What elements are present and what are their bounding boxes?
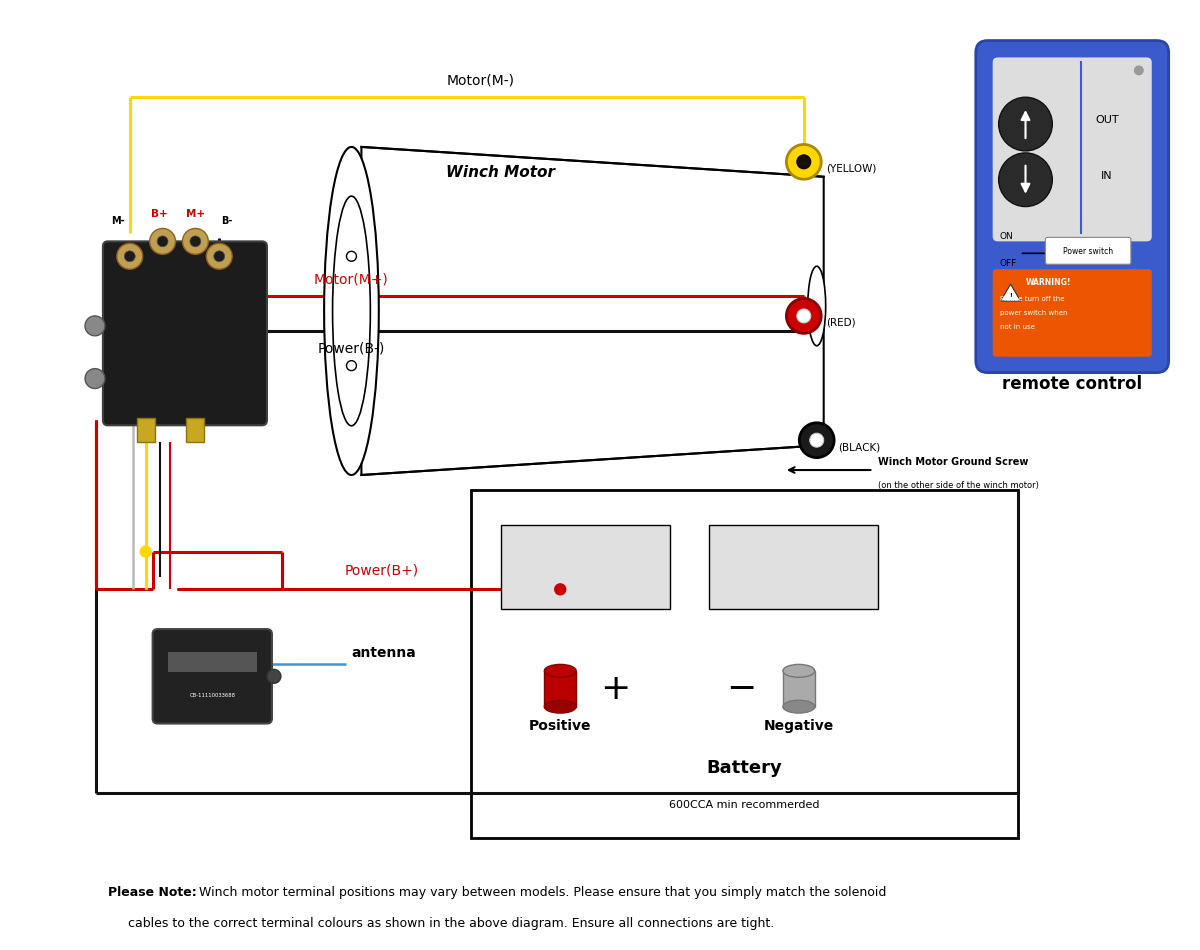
Circle shape (85, 316, 104, 335)
Polygon shape (361, 147, 823, 475)
Text: cables to the correct terminal colours as shown in the above diagram. Ensure all: cables to the correct terminal colours a… (108, 918, 774, 930)
Bar (470, 490, 1018, 838)
Circle shape (797, 309, 811, 323)
Polygon shape (1001, 284, 1020, 301)
Circle shape (797, 155, 811, 169)
Circle shape (347, 361, 356, 370)
Circle shape (140, 546, 151, 557)
Circle shape (116, 243, 143, 269)
FancyBboxPatch shape (152, 629, 272, 724)
Circle shape (347, 252, 356, 261)
Text: M-: M- (112, 217, 125, 226)
Bar (782, 671, 815, 707)
Text: OFF: OFF (1000, 259, 1016, 268)
Circle shape (157, 236, 168, 247)
Text: Please Note:: Please Note: (108, 885, 197, 899)
Text: Power(B-): Power(B-) (318, 342, 385, 355)
Ellipse shape (808, 266, 826, 346)
Text: CB-11110033688: CB-11110033688 (190, 693, 235, 697)
Circle shape (786, 144, 821, 180)
FancyBboxPatch shape (992, 269, 1152, 356)
Circle shape (85, 369, 104, 389)
Ellipse shape (332, 196, 371, 426)
Circle shape (266, 670, 281, 683)
FancyBboxPatch shape (103, 241, 266, 426)
Text: Winch motor terminal positions may vary between models. Please ensure that you s: Winch motor terminal positions may vary … (199, 885, 887, 899)
Text: B+: B+ (151, 208, 168, 219)
Ellipse shape (782, 664, 815, 677)
Text: Power(B+): Power(B+) (344, 563, 419, 578)
Text: (RED): (RED) (826, 318, 856, 328)
Circle shape (125, 251, 136, 262)
Text: power switch when: power switch when (1000, 310, 1067, 316)
FancyBboxPatch shape (992, 57, 1152, 241)
Bar (186, 418, 204, 442)
Circle shape (998, 97, 1052, 151)
Circle shape (190, 236, 200, 247)
Text: (on the other side of the winch motor): (on the other side of the winch motor) (878, 481, 1039, 490)
Text: remote control: remote control (1002, 374, 1142, 392)
Circle shape (554, 584, 565, 595)
Text: Motor(M+): Motor(M+) (314, 272, 389, 286)
Circle shape (998, 153, 1052, 206)
Text: ON: ON (1000, 233, 1013, 241)
Text: WARNING!: WARNING! (1026, 278, 1070, 287)
Text: antenna: antenna (352, 646, 416, 659)
Ellipse shape (324, 147, 379, 475)
Text: Motor(M-): Motor(M-) (446, 73, 515, 87)
Bar (500, 524, 670, 609)
Text: −: − (726, 672, 756, 706)
Text: !: ! (1009, 293, 1012, 297)
Circle shape (1134, 66, 1144, 75)
Text: Winch Motor Ground Screw: Winch Motor Ground Screw (878, 457, 1028, 467)
Circle shape (206, 243, 232, 269)
Text: B-: B- (222, 217, 233, 226)
Text: IN: IN (1102, 171, 1112, 180)
Circle shape (799, 423, 834, 458)
Text: +: + (600, 672, 630, 706)
Text: (YELLOW): (YELLOW) (826, 163, 876, 174)
Circle shape (182, 228, 209, 255)
Text: Negative: Negative (763, 719, 834, 733)
Text: (BLACK): (BLACK) (839, 442, 881, 452)
FancyBboxPatch shape (1045, 238, 1130, 264)
Text: 600CCA min recommerded: 600CCA min recommerded (668, 800, 820, 810)
Circle shape (810, 433, 823, 447)
Bar (545, 671, 576, 707)
Text: not in use: not in use (1000, 324, 1034, 330)
Text: OUT: OUT (1096, 115, 1118, 125)
Text: Positive: Positive (529, 719, 592, 733)
Bar (709, 524, 878, 609)
Ellipse shape (782, 700, 815, 713)
Text: M+: M+ (186, 208, 205, 219)
Circle shape (786, 298, 821, 333)
Text: Winch Motor: Winch Motor (446, 164, 556, 180)
Ellipse shape (545, 664, 576, 677)
Bar (168, 653, 257, 672)
Text: Power switch: Power switch (1063, 247, 1114, 256)
Text: Please turn off the: Please turn off the (1000, 296, 1064, 302)
Circle shape (214, 251, 224, 262)
Circle shape (150, 228, 175, 255)
FancyBboxPatch shape (976, 41, 1169, 372)
Bar (137, 418, 155, 442)
Text: Battery: Battery (707, 759, 782, 777)
Ellipse shape (545, 700, 576, 713)
